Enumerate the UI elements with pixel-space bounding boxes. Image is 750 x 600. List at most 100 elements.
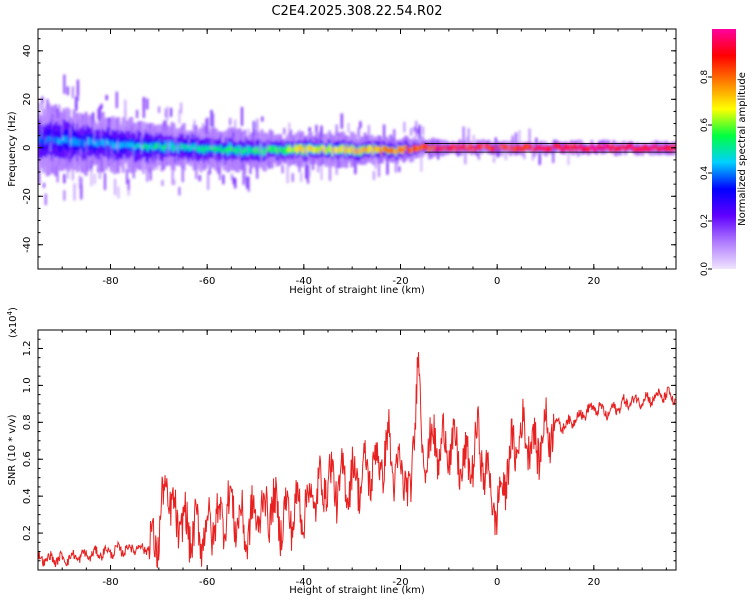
- spectrogram-cell: [335, 155, 338, 175]
- spectrogram-cell: [634, 146, 638, 153]
- spectrogram-cell: [301, 146, 305, 153]
- spectrogram-cell: [378, 146, 382, 153]
- spectrogram-cell: [409, 148, 413, 153]
- spectrogram-cell: [103, 139, 107, 147]
- spectrogram-cell: [103, 173, 106, 191]
- spectrogram-cell: [498, 144, 503, 149]
- spectrogram-cell: [48, 136, 53, 142]
- spectrogram-cell: [235, 147, 239, 154]
- spectrogram-cell: [111, 140, 115, 148]
- spectrogram-cell: [668, 144, 672, 151]
- spectrogram-cell: [463, 143, 467, 151]
- spectrogram-cell: [230, 173, 233, 181]
- spectrogram-cell: [536, 144, 540, 151]
- spectrogram-cell: [328, 163, 331, 181]
- spectrogram-cell: [556, 142, 560, 150]
- spectrogram-cell: [361, 147, 365, 153]
- spectrogram-cell: [339, 146, 343, 152]
- spectrogram-cell: [256, 164, 259, 179]
- spectrogram-cell: [146, 167, 149, 182]
- spectrogram-cell: [305, 163, 308, 179]
- colorbar-tick-label: 0.8: [700, 70, 710, 85]
- spectrogram-cell: [326, 147, 330, 155]
- y-tick-label: 0.4: [22, 488, 33, 504]
- spectrogram-cell: [101, 139, 105, 145]
- spectrogram-cell: [106, 139, 110, 145]
- spectrogram-cell: [612, 143, 616, 149]
- spectrogram-cell: [537, 145, 541, 151]
- spectrogram-cell: [91, 138, 95, 145]
- spectrogram-cell: [164, 108, 167, 118]
- spectrogram-cell: [509, 145, 513, 152]
- spectrogram-cell: [181, 164, 184, 183]
- spectrogram-cell: [123, 140, 127, 148]
- spectrogram-cell: [148, 144, 152, 149]
- spectrogram-cell: [468, 143, 472, 150]
- colorbar-tick-label: 0.4: [700, 166, 710, 181]
- spectrogram-cell: [63, 190, 66, 201]
- spectrogram-cell: [90, 170, 93, 187]
- spectrogram-y-ticks: -40 -20 0 20 40: [22, 38, 676, 258]
- spectrogram-cell: [65, 135, 69, 143]
- spectrogram-cell: [476, 143, 481, 150]
- spectrogram-cell: [434, 146, 438, 153]
- y-tick-label: -20: [22, 188, 33, 204]
- spectrogram-cell: [532, 147, 536, 153]
- spectrogram-cell: [407, 146, 411, 154]
- spectrogram-cell: [161, 180, 164, 186]
- x-tick-label: -80: [102, 577, 118, 588]
- spectrogram-cell: [89, 140, 93, 146]
- spectrogram-cell: [576, 146, 580, 153]
- spectrogram-cell: [527, 143, 531, 150]
- spectrogram-cell: [55, 136, 59, 142]
- spectrogram-cell: [298, 159, 301, 173]
- spectrogram-cell: [460, 145, 464, 152]
- spectrogram-cell: [413, 126, 416, 132]
- spectrogram-x-label: Height of straight line (km): [289, 285, 425, 296]
- spectrogram-cell: [149, 167, 152, 181]
- spectrogram-cell: [426, 143, 430, 150]
- spectrogram-cell: [642, 145, 646, 152]
- spectrogram-cell: [75, 96, 78, 111]
- spectrogram-cell: [47, 136, 51, 143]
- spectrogram-cell: [595, 146, 599, 153]
- spectrogram-cell: [98, 141, 102, 147]
- spectrogram-cell: [359, 121, 362, 129]
- spectrogram-cell: [246, 147, 250, 155]
- spectrogram-cell: [258, 147, 262, 155]
- spectrogram-cell: [73, 183, 76, 201]
- spectrogram-cell: [625, 144, 629, 151]
- spectrogram-cell: [410, 128, 413, 136]
- spectrogram-cell: [150, 142, 154, 150]
- spectrogram-cell: [311, 145, 315, 152]
- spectrogram-cell: [477, 151, 480, 160]
- spectrogram-cell: [673, 146, 676, 152]
- spectrogram-cell: [308, 161, 311, 177]
- spectrogram-cell: [41, 96, 44, 104]
- spectrogram-cell: [70, 138, 75, 146]
- snr-y-label: SNR (10 * v/v): [7, 414, 18, 485]
- spectrogram-cell: [387, 148, 391, 154]
- spectrogram-cell: [357, 127, 360, 138]
- spectrogram-cell: [651, 143, 655, 150]
- spectrogram-cell: [490, 146, 494, 152]
- spectrogram-cell: [473, 146, 477, 152]
- y-tick-label: 0.2: [22, 525, 33, 541]
- spectrogram-cell: [438, 147, 442, 152]
- spectrogram-cell: [529, 144, 533, 150]
- spectrogram-cell: [136, 143, 140, 148]
- spectrogram-cell: [214, 147, 218, 153]
- spectrogram-cell: [380, 148, 384, 156]
- spectrogram-cell: [62, 136, 66, 142]
- spectrogram-cell: [652, 145, 656, 152]
- y-tick-label: 1.2: [22, 341, 33, 357]
- spectrogram-cell: [71, 86, 74, 99]
- spectrogram-cell: [267, 146, 271, 152]
- x-tick-label: -40: [296, 276, 312, 287]
- spectrogram-cell: [346, 145, 350, 152]
- spectrogram-cell: [180, 143, 184, 151]
- spectrogram-cell: [523, 151, 526, 160]
- spectrogram-cell: [128, 142, 132, 148]
- spectrogram-cell: [320, 166, 323, 181]
- spectrogram-cell: [464, 151, 467, 165]
